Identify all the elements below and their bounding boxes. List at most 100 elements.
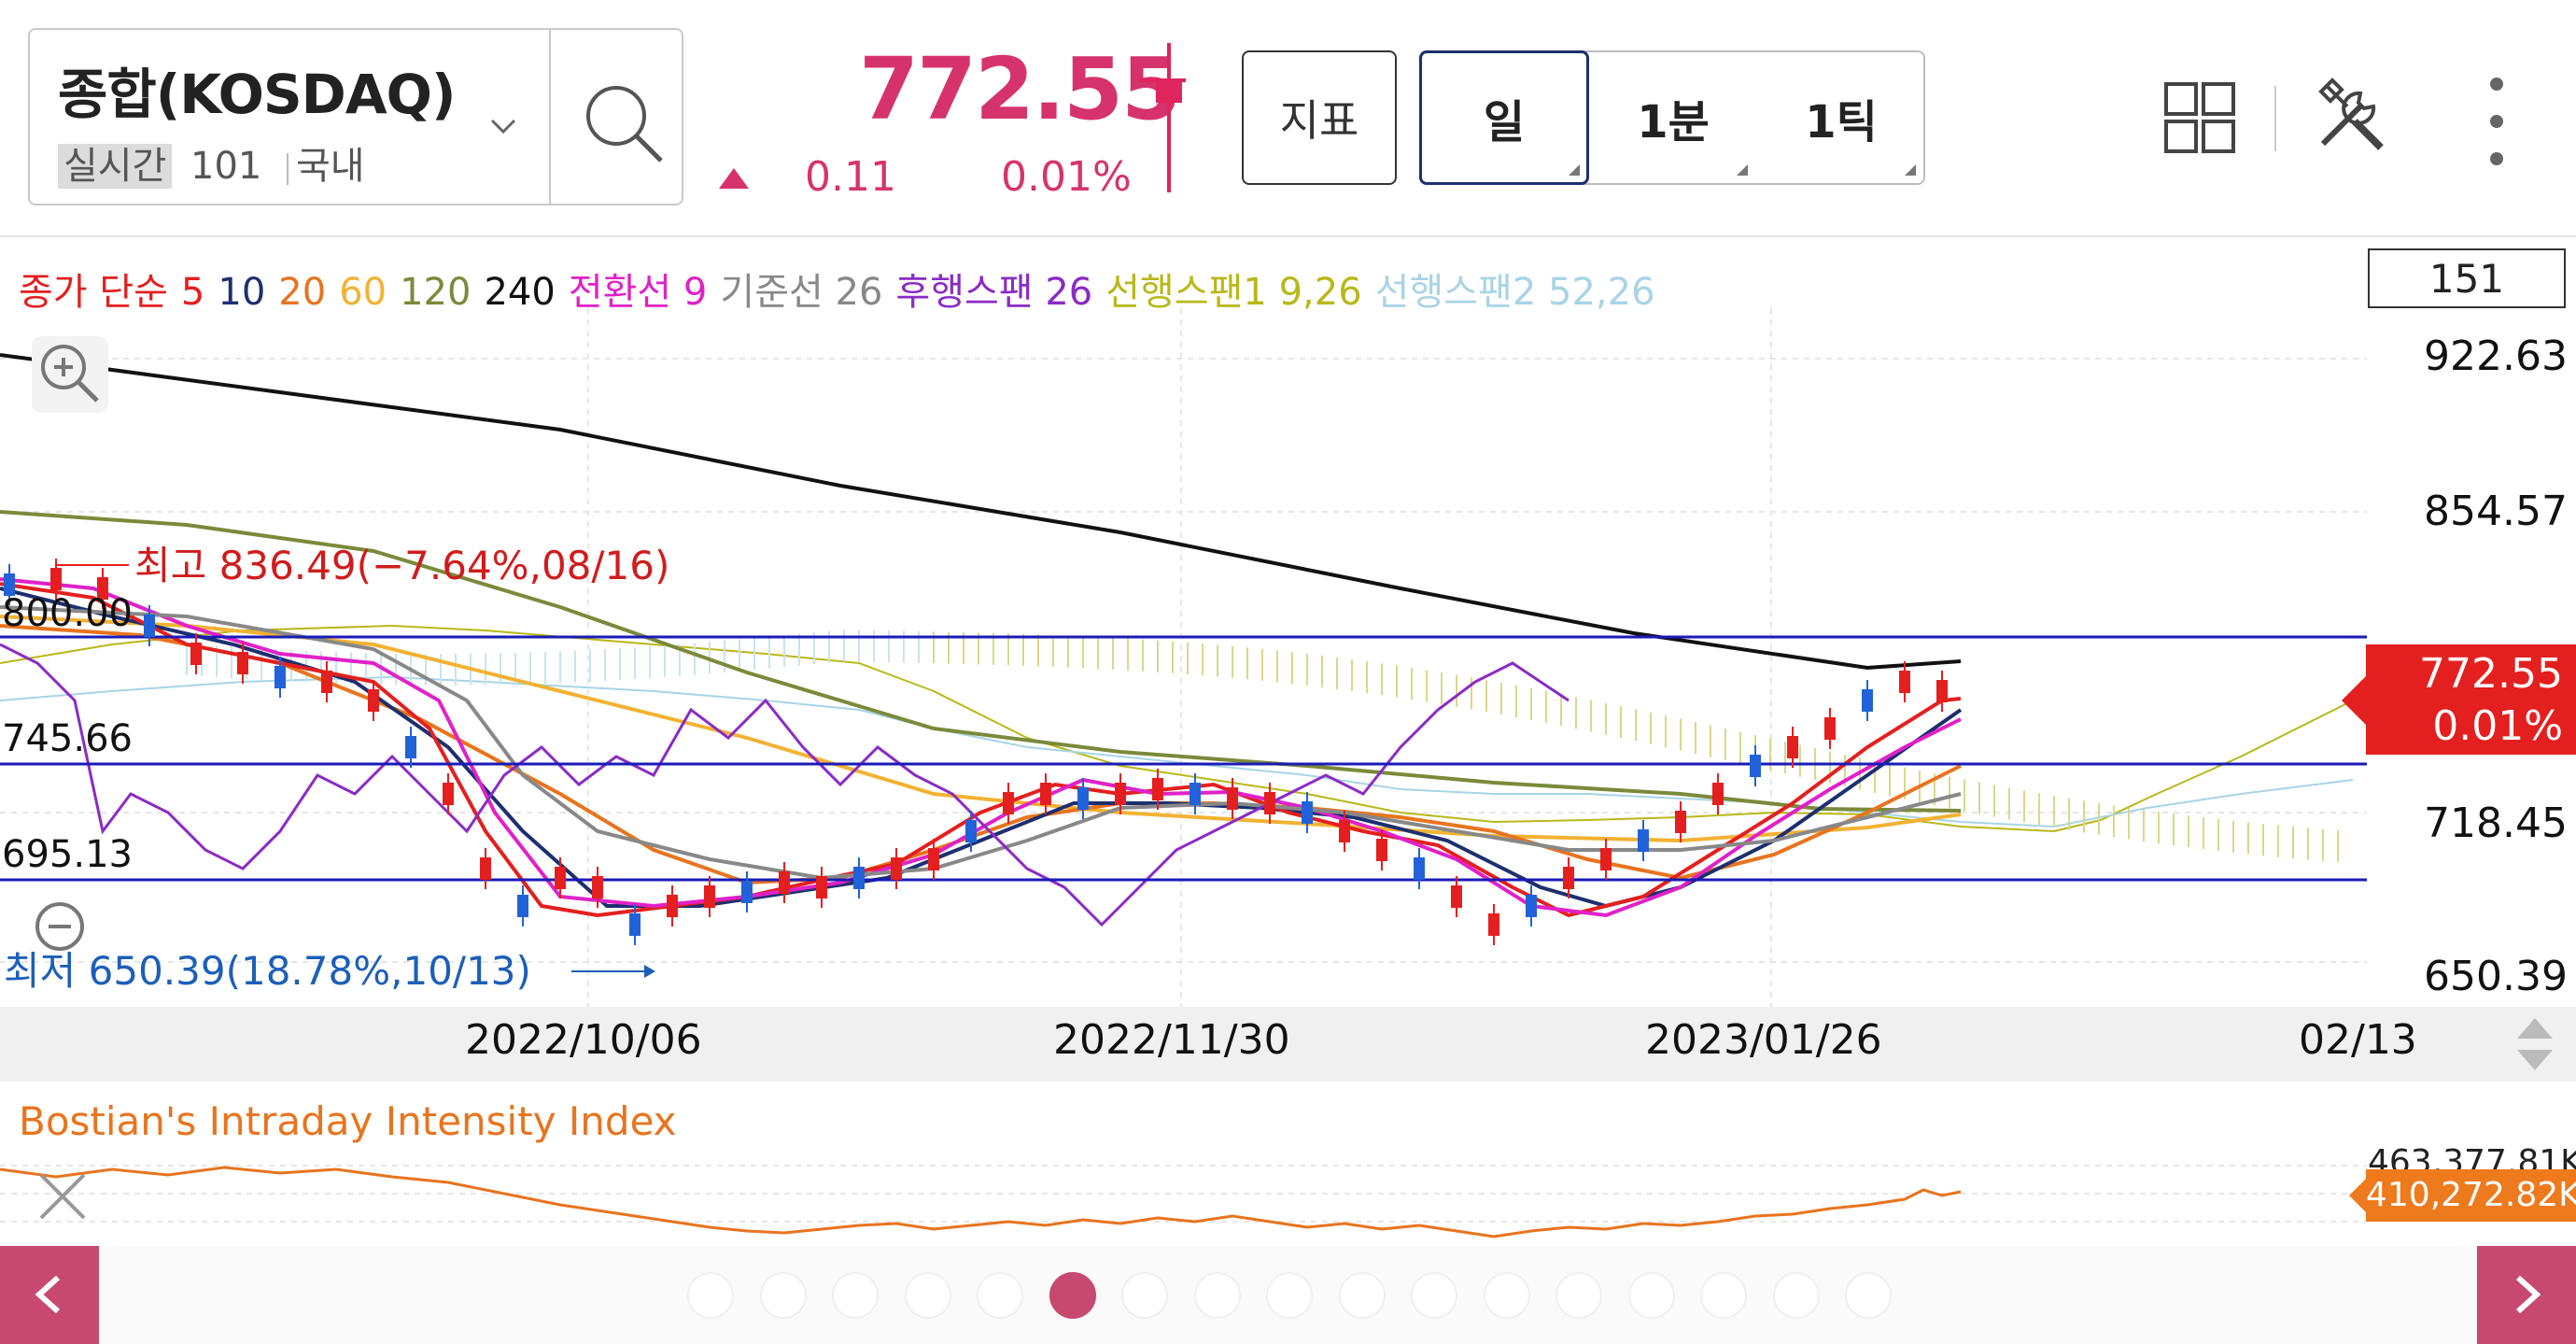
search-icon[interactable] (577, 77, 670, 170)
page-dot[interactable] (1845, 1272, 1892, 1319)
candle-body (1339, 820, 1350, 842)
tools-icon[interactable] (2314, 75, 2392, 153)
candle-body (1638, 829, 1649, 852)
page-dot[interactable] (1555, 1272, 1602, 1319)
zoom-in-icon[interactable] (32, 336, 108, 413)
indicator-legend[interactable]: 종가 단순 5 10 20 60 120 240 전환선 9 기준선 26 후행스팬 26 선행스팬… (19, 262, 1668, 316)
ichimoku-cloud-upper (0, 624, 2354, 833)
current-price-tag-rate: 0.01% (2432, 702, 2563, 750)
candle-body (190, 643, 202, 665)
page-dot[interactable] (832, 1272, 879, 1319)
page-dot[interactable] (1627, 1272, 1675, 1319)
high-annotation: 최고 836.49(−7.64%,08/16) (134, 543, 669, 588)
subchart-top-value: 463,377.81K (2368, 1143, 2576, 1169)
page-dot[interactable] (1049, 1272, 1096, 1319)
current-price-tag-value: 772.55 (2419, 650, 2563, 698)
page-dot[interactable] (1772, 1272, 1820, 1319)
page-dot[interactable] (1700, 1272, 1747, 1319)
next-page-button[interactable] (2477, 1246, 2576, 1344)
candle-body (1152, 778, 1163, 800)
candle-body (321, 671, 332, 693)
legend-item[interactable]: 종가 단순 (19, 271, 168, 314)
candle-body (1750, 755, 1761, 777)
candle-body (443, 783, 454, 805)
more-vertical-icon[interactable] (2480, 75, 2513, 168)
grid-layout-icon[interactable] (2164, 82, 2235, 153)
candle-body (1227, 787, 1238, 810)
legend-item[interactable]: 후행스팬 26 (895, 271, 1093, 314)
period-1tick-button[interactable]: 1틱 (1805, 96, 1878, 149)
low-annotation: 최저 650.39(18.78%,10/13) (4, 948, 531, 994)
zoom-out-icon[interactable] (35, 902, 84, 951)
x-axis[interactable] (0, 1007, 2576, 1082)
legend-item[interactable]: 전환선 9 (568, 271, 708, 314)
lagging-span-line (0, 643, 1570, 927)
chevron-down-icon[interactable] (489, 112, 517, 140)
subchart-title[interactable]: Bostian's Intraday Intensity Index (19, 1098, 677, 1144)
candle-body (1115, 783, 1126, 805)
candle-body (965, 820, 977, 842)
candle-body (1862, 689, 1873, 712)
candle-body (1675, 811, 1686, 833)
legend-item[interactable]: 20 (278, 271, 327, 314)
symbol-selector[interactable]: 종합(KOSDAQ) 실시간 101 국내 (28, 28, 683, 205)
legend-item[interactable]: 5 (180, 271, 205, 314)
divider (549, 30, 551, 204)
y-axis-label: 718.45 (2424, 799, 2568, 847)
page-dot[interactable] (1121, 1272, 1168, 1319)
ma-20-line (0, 624, 1962, 885)
symbol-name[interactable]: 종합(KOSDAQ) (58, 63, 456, 126)
y-axis-label: 854.57 (2424, 488, 2568, 535)
period-day-button[interactable]: 일 (1419, 50, 1589, 185)
candle-body (480, 857, 491, 880)
legend-item[interactable]: 120 (400, 271, 472, 314)
legend-item[interactable]: 선행스팬1 9,26 (1105, 271, 1362, 314)
candle-body (1712, 783, 1724, 805)
up-arrow-icon (719, 168, 749, 189)
candle-body (1264, 792, 1275, 814)
candle-body (741, 881, 753, 903)
price-change: 0.11 (805, 153, 896, 201)
page-dot[interactable] (1266, 1272, 1313, 1319)
page-dot[interactable] (1338, 1272, 1386, 1319)
resize-arrows-icon[interactable] (2512, 1014, 2558, 1074)
period-1min-button[interactable]: 1분 (1637, 96, 1710, 149)
realtime-badge: 실시간 (58, 144, 173, 189)
prev-page-button[interactable] (0, 1246, 99, 1344)
page-dot[interactable] (1193, 1272, 1241, 1319)
legend-item[interactable]: 240 (484, 271, 556, 314)
candle-body (1003, 792, 1014, 814)
candle-body (4, 573, 15, 596)
page-dot[interactable] (759, 1272, 807, 1319)
candle-body (928, 848, 939, 870)
page-dot[interactable] (1483, 1272, 1530, 1319)
bii-line (0, 1166, 1962, 1238)
page-dot[interactable] (687, 1272, 734, 1319)
x-axis-label: 02/13 (2299, 1016, 2417, 1064)
candle-body (1040, 783, 1051, 805)
page-dot[interactable] (1411, 1272, 1457, 1319)
price-change-rate: 0.01% (1001, 153, 1132, 201)
indicator-button[interactable]: 지표 (1242, 50, 1397, 185)
legend-item[interactable]: 10 (218, 271, 266, 314)
subchart-plot[interactable] (0, 1149, 2367, 1246)
candle-body (779, 871, 790, 894)
price-chart[interactable]: 최고 836.49(−7.64%,08/16) 최저 650.39(18.78%… (0, 308, 2367, 1007)
candle-body (555, 867, 566, 889)
page-dot[interactable] (977, 1272, 1023, 1319)
x-axis-label: 2022/10/06 (465, 1016, 702, 1064)
base-line (0, 605, 1962, 881)
y-axis-label: 922.63 (2424, 332, 2568, 380)
left-level-label-800: 800.00 (2, 592, 133, 635)
candle-count-box[interactable]: 151 (2368, 248, 2566, 308)
close-subchart-icon[interactable] (39, 1173, 86, 1220)
period-selector: 일 1분 1틱 (1419, 50, 1925, 185)
arrow-head-icon (644, 965, 655, 978)
legend-item[interactable]: 60 (339, 271, 387, 314)
left-level-label-695: 695.13 (2, 833, 133, 876)
page-dot[interactable] (904, 1272, 951, 1319)
candle-body (1376, 839, 1387, 861)
candle-body (1787, 736, 1798, 758)
legend-item[interactable]: 선행스팬2 52,26 (1374, 271, 1655, 314)
legend-item[interactable]: 기준선 26 (720, 271, 883, 314)
